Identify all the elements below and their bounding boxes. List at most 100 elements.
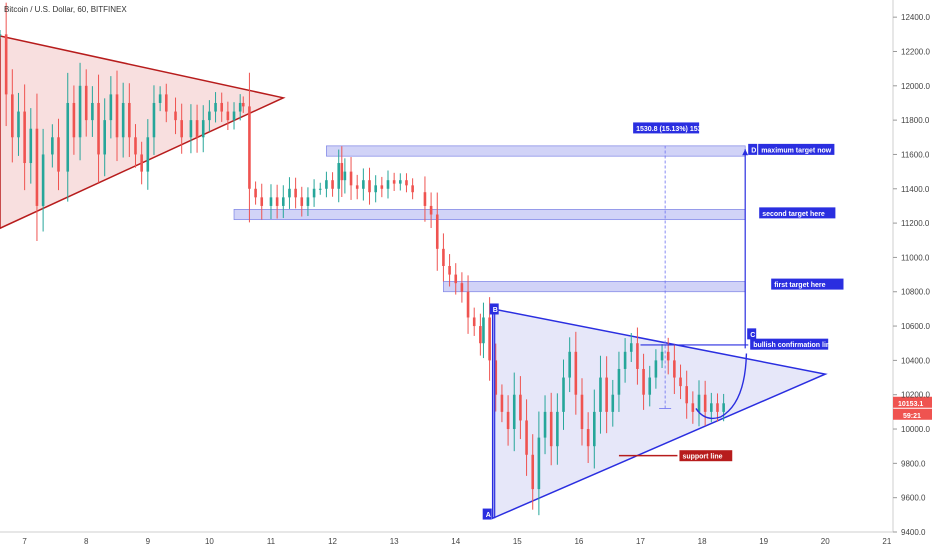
candle-body	[697, 394, 701, 412]
label-second-target: second target here	[762, 211, 825, 218]
candle-body	[349, 171, 353, 186]
y-tick-label: 11800.0	[901, 116, 930, 125]
candle-body	[318, 188, 322, 190]
candle-body	[103, 120, 106, 155]
time-badge-text: 59:21	[903, 413, 921, 420]
candle-body	[41, 154, 45, 206]
candle-body	[180, 120, 183, 138]
candle-body	[72, 102, 76, 138]
candle-body	[710, 403, 713, 412]
candle-body	[636, 343, 639, 369]
candle-body	[642, 368, 645, 395]
x-tick-label: 12	[328, 537, 337, 546]
candle-body	[380, 185, 384, 189]
candle-body	[654, 360, 658, 378]
x-tick-label: 13	[390, 537, 399, 546]
candle-body	[482, 317, 485, 344]
candle-body	[306, 197, 310, 206]
candle-body	[679, 377, 682, 387]
candle-body	[586, 429, 590, 447]
label-maximum-target-bg	[758, 143, 835, 155]
candle-body	[300, 197, 304, 206]
candle-body	[648, 377, 652, 395]
label-support-bg	[679, 450, 733, 462]
candle-body	[260, 197, 264, 206]
point-c-label: C	[750, 332, 755, 339]
candle-body	[331, 180, 334, 189]
candle-body	[232, 111, 236, 121]
y-tick-label: 9800.0	[901, 459, 926, 468]
candle-body	[121, 102, 125, 138]
candle-body	[254, 188, 257, 198]
candle-body	[146, 137, 150, 172]
candle-body	[238, 102, 242, 112]
label-support: support line	[682, 454, 722, 461]
candle-body	[362, 180, 365, 189]
candle-body	[355, 185, 359, 189]
candle-body	[392, 180, 396, 184]
x-tick-label: 17	[636, 537, 645, 546]
x-tick-label: 7	[22, 537, 27, 546]
candle-body	[248, 106, 251, 189]
y-tick-label: 12000.0	[901, 82, 930, 91]
candle-body	[241, 102, 245, 107]
candle-body	[174, 111, 177, 121]
candle-body	[84, 85, 88, 121]
candle-body	[494, 360, 498, 395]
point-a-label: A	[486, 512, 491, 519]
point-a-label-bg	[482, 508, 492, 520]
candle-body	[605, 377, 608, 412]
candle-body	[435, 214, 439, 249]
range-label-bg	[633, 122, 700, 134]
y-tick-label: 11000.0	[901, 253, 930, 262]
recovery-curve[interactable]	[695, 353, 748, 420]
overlays[interactable]: 1530.8 (15.13%) 15308 maximum target now s…	[482, 122, 932, 520]
candle-body	[411, 185, 414, 193]
candle-body	[716, 403, 719, 412]
target-zone[interactable]	[326, 145, 746, 157]
x-tick-label: 10	[205, 537, 214, 546]
candle-body	[685, 386, 688, 404]
time-badge	[893, 408, 932, 420]
candle-body	[519, 394, 522, 421]
y-tick-label: 10200.0	[901, 391, 930, 400]
candle-body	[466, 291, 470, 318]
candle-body	[275, 197, 279, 206]
candle-body	[51, 137, 54, 155]
candle-body	[128, 102, 131, 138]
candle-body	[57, 137, 60, 172]
label-second-target-bg	[759, 207, 836, 219]
candle-body	[660, 351, 664, 361]
candle-body	[574, 351, 578, 395]
candle-body	[599, 377, 602, 412]
target-zone[interactable]	[443, 281, 746, 293]
x-tick-label: 20	[821, 537, 830, 546]
candle-body	[386, 180, 390, 189]
candle-body	[220, 102, 224, 112]
candle-body	[109, 94, 113, 121]
candle-body	[134, 137, 137, 155]
candle-body	[556, 411, 559, 447]
candle-body	[11, 94, 14, 138]
candle-body	[543, 411, 547, 438]
candle-body	[374, 185, 377, 193]
candle-body	[593, 411, 596, 447]
candle-body	[623, 351, 627, 369]
x-tick-label: 18	[698, 537, 707, 546]
y-tick-label: 9400.0	[901, 528, 926, 537]
y-tick-label: 12400.0	[901, 13, 930, 22]
candle-body	[281, 197, 285, 206]
candle-body	[226, 111, 230, 121]
candle-body	[442, 248, 445, 266]
candle-body	[164, 94, 168, 112]
y-tick-label: 11200.0	[901, 219, 930, 228]
candle-body	[368, 180, 371, 193]
candle-body	[448, 266, 451, 275]
label-bullish-confirmation: bullish confirmation line	[753, 342, 834, 349]
target-zone[interactable]	[233, 209, 746, 221]
candle-body	[617, 368, 621, 395]
price-badge	[893, 396, 932, 408]
candle-body	[91, 102, 94, 121]
